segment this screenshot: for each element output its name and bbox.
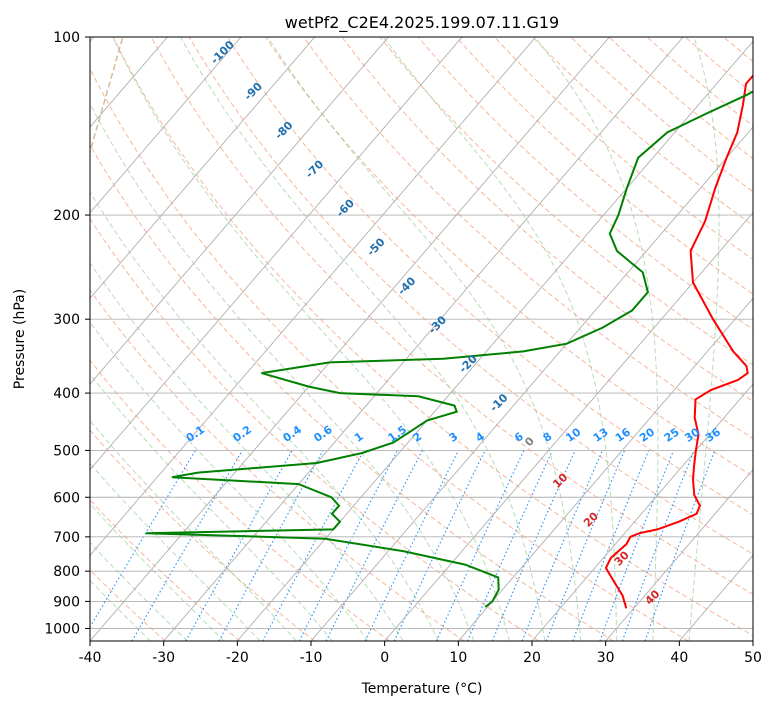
y-tick-label: 500 — [53, 443, 80, 459]
x-tick-label: 40 — [670, 650, 688, 666]
x-tick-label: -20 — [226, 650, 249, 666]
y-tick-label: 200 — [53, 208, 80, 224]
x-tick-label: 10 — [449, 650, 467, 666]
y-tick-label: 400 — [53, 386, 80, 402]
y-tick-label: 1000 — [44, 621, 80, 637]
y-tick-label: 900 — [53, 594, 80, 610]
x-tick-label: -40 — [79, 650, 102, 666]
x-tick-label: -30 — [152, 650, 175, 666]
x-tick-label: 50 — [744, 650, 762, 666]
x-tick-label: 30 — [597, 650, 615, 666]
chart-title: wetPf2_C2E4.2025.199.07.11.G19 — [285, 13, 559, 33]
y-tick-label: 700 — [53, 530, 80, 546]
y-tick-label: 100 — [53, 30, 80, 46]
y-tick-label: 600 — [53, 490, 80, 506]
y-axis-label: Pressure (hPa) — [12, 289, 28, 389]
x-tick-label: -10 — [300, 650, 323, 666]
x-axis-label: Temperature (°C) — [361, 681, 483, 697]
y-tick-label: 300 — [53, 312, 80, 328]
y-tick-label: 800 — [53, 564, 80, 580]
x-tick-label: 20 — [523, 650, 541, 666]
x-tick-label: 0 — [380, 650, 389, 666]
